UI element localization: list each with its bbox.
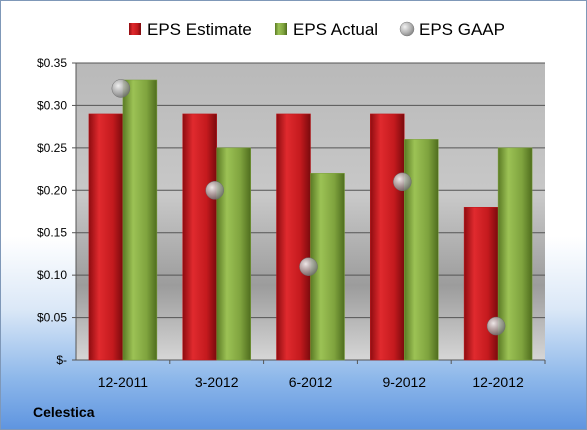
y-tick-label: $0.15: [37, 226, 67, 240]
y-tick-label: $0.05: [37, 311, 67, 325]
y-axis-labels: $- $0.05 $0.10 $0.15 $0.20 $0.25 $0.30 $0.35: [37, 56, 67, 367]
legend-label: EPS Actual: [293, 20, 378, 39]
estimate-bar: [182, 113, 217, 361]
legend: EPS Estimate EPS Actual EPS GAAP: [129, 20, 505, 39]
estimate-bar: [88, 113, 124, 361]
actual-bar: [216, 147, 251, 361]
gaap-markers: [111, 79, 506, 336]
gaap-marker: [111, 79, 131, 98]
estimate-bar: [463, 207, 499, 361]
y-tick-label: $0.30: [37, 98, 67, 112]
gaap-marker: [486, 316, 506, 336]
actual-bar: [404, 139, 439, 361]
x-tick-label: 3-2012: [195, 374, 239, 390]
x-tick-label: 12-2011: [98, 374, 149, 390]
gaap-marker: [393, 172, 412, 192]
estimate-bar: [276, 113, 311, 361]
actual-bar: [122, 79, 158, 361]
x-tick-label: 6-2012: [289, 374, 333, 390]
legend-swatch: [275, 23, 287, 35]
legend-swatch: [129, 23, 141, 35]
gaap-marker: [299, 257, 318, 276]
gaap-marker: [205, 181, 224, 200]
y-tick-label: $0.35: [37, 56, 67, 70]
legend-swatch: [399, 21, 415, 37]
y-tick-label: $0.20: [37, 183, 67, 197]
legend-label: EPS GAAP: [419, 20, 505, 39]
x-tick-label: 12-2012: [472, 374, 524, 390]
x-axis-labels: 12-2011 3-2012 6-2012 9-2012 12-2012: [98, 360, 546, 390]
bars: [88, 79, 533, 361]
estimate-bar: [370, 113, 405, 361]
legend-label: EPS Estimate: [147, 20, 252, 39]
x-tick-label: 9-2012: [383, 374, 427, 390]
y-tick-label: $-: [56, 353, 67, 367]
y-tick-label: $0.10: [37, 268, 67, 282]
y-tick-label: $0.25: [37, 141, 67, 155]
company-name: Celestica: [33, 404, 95, 420]
